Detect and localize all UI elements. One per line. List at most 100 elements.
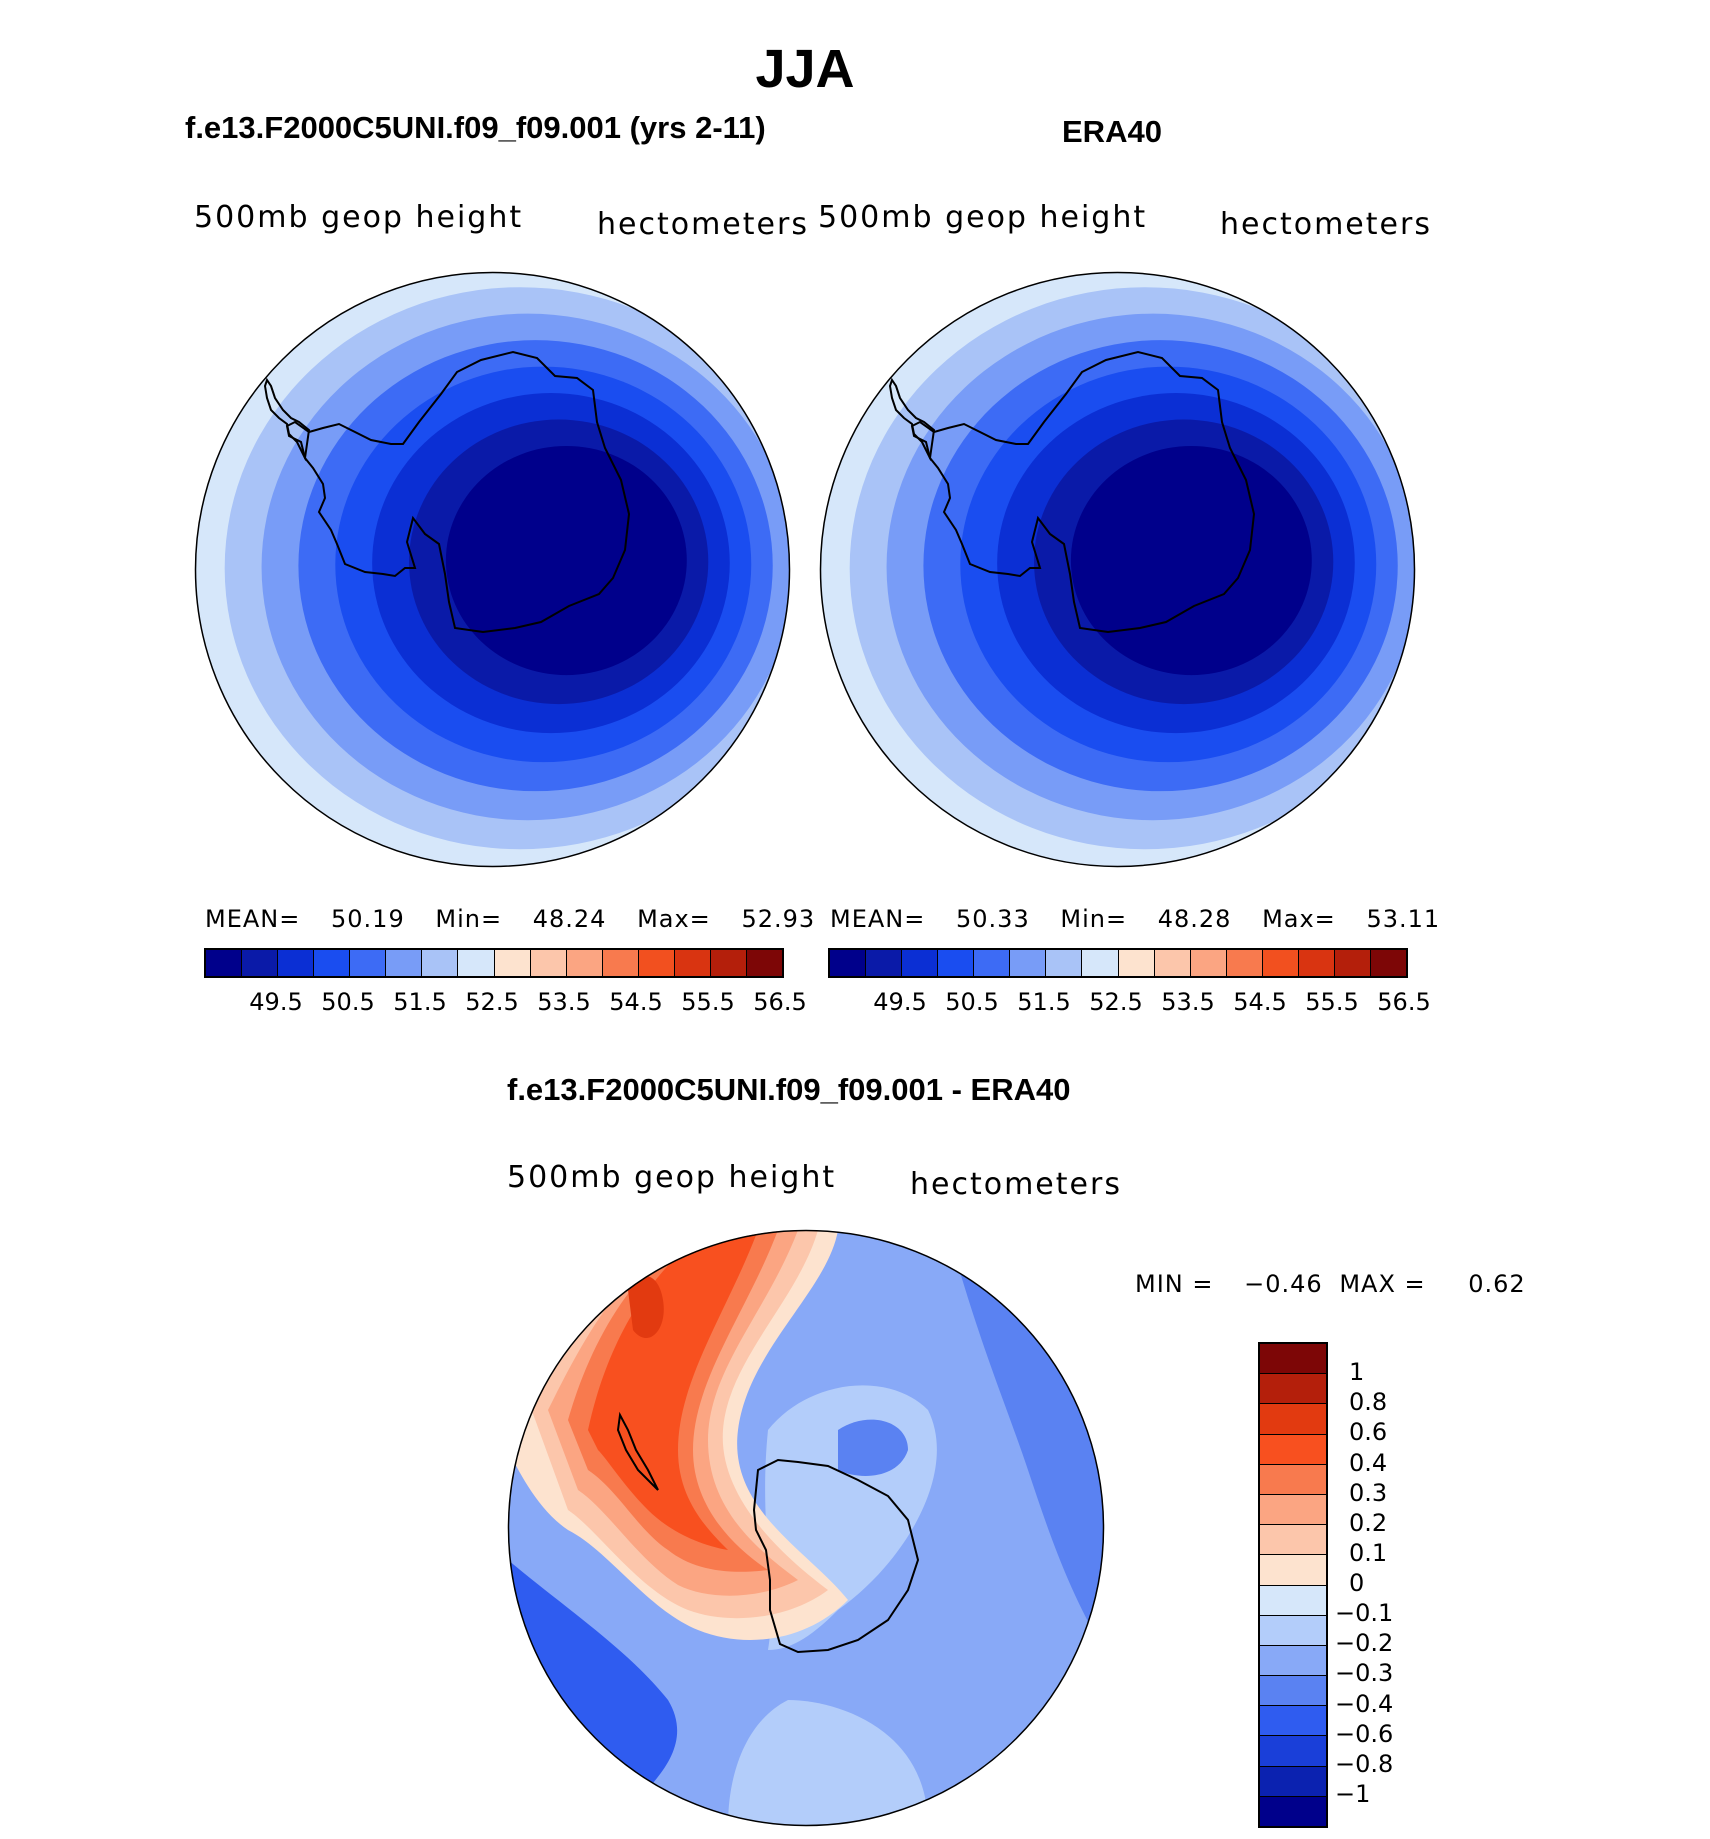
panel3-colorbar-swatch-7	[1260, 1555, 1326, 1586]
panel3-peninsula-coast	[616, 1411, 659, 1491]
panel3-colorbar-swatch-12	[1260, 1706, 1326, 1737]
panel3-colorbar-tick-label: 0.1	[1349, 1538, 1388, 1567]
panel3-colorbar-tick-label: −0.2	[1335, 1629, 1394, 1658]
panel1-colorbar-swatch-8	[494, 950, 531, 976]
panel3-colorbar-ticks: 1 0.8 0.6 0.4 0.3 0.2 0.1 0 −0.1 −0.2 −0.3 −0.4 −0.6…	[1335, 1342, 1455, 1828]
panel3-max-value: 0.62	[1468, 1270, 1526, 1298]
panel3-colorbar-tick-label: −1	[1335, 1779, 1371, 1808]
panel3-colorbar	[1258, 1342, 1328, 1828]
panel2-peninsula-coast	[888, 377, 936, 462]
panel1-colorbar-tick-label: 54.5	[609, 988, 663, 1016]
panel1-colorbar-tick-label: 52.5	[465, 988, 519, 1016]
panel2-colorbar-tick-label: 53.5	[1161, 988, 1215, 1016]
panel3-colorbar-tick-label: 0.6	[1349, 1418, 1388, 1447]
panel3-colorbar-tick-label: −0.8	[1335, 1749, 1394, 1778]
panel1-colorbar-swatch-15	[746, 950, 782, 976]
panel1-colorbar-tick-label: 55.5	[681, 988, 735, 1016]
panel2-colorbar-tick-label: 49.5	[873, 988, 927, 1016]
panel1-map	[194, 271, 791, 868]
panel1-colorbar-tick-label: 49.5	[249, 988, 303, 1016]
panel2-stats: MEAN= 50.33 Min= 48.28 Max= 53.11	[830, 905, 1440, 933]
panel1-contour-band-49	[445, 445, 687, 676]
panel3-min-label: MIN =	[1135, 1270, 1214, 1298]
panel2-colorbar-swatch-10	[1190, 950, 1227, 976]
panel2-colorbar-swatch-12	[1262, 950, 1299, 976]
panel1-colorbar-swatch-2	[278, 950, 315, 976]
panel3-min-value: −0.46	[1244, 1270, 1323, 1298]
panel3-colorbar-swatch-13	[1260, 1736, 1326, 1767]
panel3-stats: MIN = −0.46 MAX = 0.62	[1135, 1270, 1526, 1298]
panel2-colorbar-swatch-14	[1334, 950, 1371, 976]
panel1-title: f.e13.F2000C5UNI.f09_f09.001 (yrs 2-11)	[185, 110, 766, 145]
panel2-colorbar-tick-label: 51.5	[1017, 988, 1071, 1016]
panel1-colorbar-swatch-0	[206, 950, 243, 976]
panel1-colorbar-swatch-11	[602, 950, 639, 976]
panel2-colorbar	[828, 948, 1408, 978]
panel3-colorbar-swatch-14	[1260, 1766, 1326, 1797]
panel2-colorbar-tick-label: 55.5	[1305, 988, 1359, 1016]
panel2-max-label: Max=	[1262, 905, 1336, 933]
panel3-colorbar-swatch-15	[1260, 1796, 1326, 1826]
panel1-colorbar-swatch-3	[314, 950, 351, 976]
panel3-colorbar-swatch-1	[1260, 1374, 1326, 1405]
panel3-colorbar-tick-label: 0.2	[1349, 1508, 1388, 1537]
panel2-colorbar-swatch-9	[1154, 950, 1191, 976]
panel3-colorbar-tick-label: −0.6	[1335, 1719, 1394, 1748]
panel3-colorbar-swatch-6	[1260, 1525, 1326, 1556]
panel2-min-value: 48.28	[1157, 905, 1232, 933]
panel3-title: f.e13.F2000C5UNI.f09_f09.001 - ERA40	[507, 1072, 1071, 1107]
panel3-colorbar-swatch-0	[1260, 1344, 1326, 1375]
panel3-colorbar-tick-label: 0.8	[1349, 1388, 1388, 1417]
panel2-colorbar-swatch-15	[1370, 950, 1406, 976]
panel1-colorbar-swatch-14	[710, 950, 747, 976]
panel1-colorbar-swatch-1	[242, 950, 279, 976]
panel3-colorbar-swatch-10	[1260, 1645, 1326, 1677]
panel3-colorbar-swatch-11	[1260, 1676, 1326, 1707]
panel2-colorbar-swatch-5	[1010, 950, 1047, 976]
panel1-mean-label: MEAN=	[205, 905, 301, 933]
panel2-colorbar-swatch-13	[1298, 950, 1335, 976]
panel3-colorbar-swatch-9	[1260, 1615, 1326, 1646]
panel3-max-label: MAX =	[1339, 1270, 1426, 1298]
panel3-band-minus-0_1-south	[728, 1700, 928, 1826]
panel1-stats: MEAN= 50.19 Min= 48.24 Max= 52.93	[205, 905, 815, 933]
panel3-colorbar-swatch-8	[1260, 1585, 1326, 1616]
panel2-map	[819, 271, 1416, 868]
panel1-variable-label: 500mb geop height	[194, 200, 524, 235]
panel3-colorbar-swatch-4	[1260, 1464, 1326, 1495]
panel3-map-border	[507, 1229, 1105, 1827]
panel3-map	[507, 1229, 1105, 1827]
panel1-colorbar-tick-label: 56.5	[753, 988, 807, 1016]
panel1-colorbar-ticks: 49.5 50.5 51.5 52.5 53.5 54.5 55.5 56.5	[204, 988, 806, 1018]
panel2-colorbar-swatch-11	[1226, 950, 1263, 976]
panel2-colorbar-swatch-4	[974, 950, 1011, 976]
panel2-min-label: Min=	[1060, 905, 1128, 933]
panel1-min-label: Min=	[435, 905, 503, 933]
panel2-colorbar-swatch-2	[902, 950, 939, 976]
panel1-colorbar-tick-label: 53.5	[537, 988, 591, 1016]
panel2-variable-label: 500mb geop height	[818, 200, 1148, 235]
panel1-colorbar	[204, 948, 784, 978]
figure-title: JJA	[755, 39, 855, 99]
panel2-colorbar-swatch-3	[938, 950, 975, 976]
panel1-max-value: 52.93	[741, 905, 816, 933]
panel3-colorbar-swatch-2	[1260, 1404, 1326, 1435]
panel1-colorbar-swatch-7	[458, 950, 495, 976]
panel3-colorbar-tick-label: 0.3	[1349, 1478, 1388, 1507]
panel1-colorbar-swatch-6	[422, 950, 459, 976]
panel1-map-border	[194, 271, 791, 868]
panel1-min-value: 48.24	[532, 905, 607, 933]
panel2-units-label: hectometers	[1220, 207, 1432, 242]
panel1-colorbar-swatch-13	[674, 950, 711, 976]
panel3-variable-label: 500mb geop height	[507, 1160, 837, 1195]
panel2-colorbar-ticks: 49.5 50.5 51.5 52.5 53.5 54.5 55.5 56.5	[828, 988, 1430, 1018]
panel2-contour-band-49	[1070, 445, 1312, 676]
panel3-band-minus-0_3-center	[838, 1419, 908, 1476]
panel1-colorbar-swatch-4	[350, 950, 387, 976]
panel3-colorbar-tick-label: 1	[1349, 1358, 1365, 1387]
panel3-colorbar-tick-label: −0.1	[1335, 1599, 1394, 1628]
panel2-title: ERA40	[1062, 114, 1162, 149]
panel2-map-border	[819, 271, 1416, 868]
panel1-mean-value: 50.19	[331, 905, 405, 933]
panel3-colorbar-tick-label: −0.4	[1335, 1689, 1394, 1718]
